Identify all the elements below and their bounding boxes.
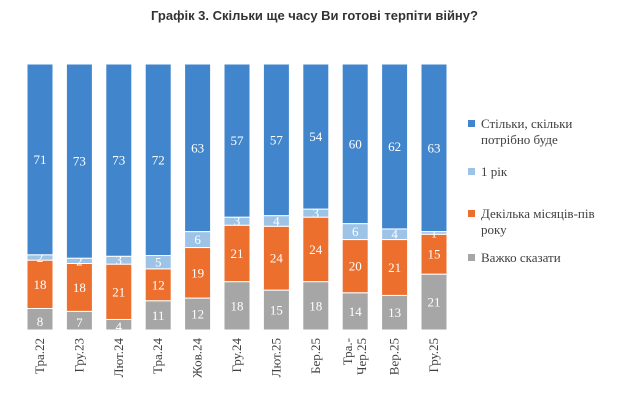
x-tick-label: Гру.24 [229, 338, 244, 373]
data-label: 4 [273, 213, 280, 228]
data-label: 6 [194, 232, 201, 247]
bar-segment [144, 63, 172, 257]
data-label: 73 [112, 153, 125, 168]
legend-swatch [468, 120, 475, 127]
bar-segment [262, 225, 290, 291]
bar-segment [184, 247, 212, 299]
data-label: 11 [152, 308, 165, 323]
data-label: 18 [73, 280, 86, 295]
legend-label: Декілька місяців-пів [481, 206, 595, 221]
data-label: 7 [76, 315, 83, 330]
data-label: 13 [388, 305, 401, 320]
bar-segment [302, 216, 330, 283]
x-tick-label: Тра.- [340, 338, 355, 365]
legend-label: потрібно буде [481, 132, 558, 147]
data-label: 2 [76, 253, 83, 268]
bar-segment [262, 63, 290, 217]
bar-segment [381, 63, 409, 230]
x-tick-label: Лют.24 [111, 338, 126, 378]
legend-label: Важко сказати [481, 250, 561, 265]
data-label: 8 [37, 314, 44, 329]
x-tick-label: Гру.23 [71, 338, 86, 372]
bar-segment [105, 63, 133, 257]
data-label: 21 [428, 295, 441, 310]
data-label: 21 [388, 260, 401, 275]
data-label: 71 [34, 152, 47, 167]
data-label: 3 [234, 214, 241, 229]
data-label: 60 [349, 136, 362, 151]
bar-segment [65, 63, 93, 259]
data-label: 63 [428, 140, 441, 155]
data-label: 73 [73, 154, 86, 169]
bar-segment [341, 63, 369, 225]
data-label: 24 [270, 251, 284, 266]
data-label: 5 [155, 255, 162, 270]
bar-segment [223, 63, 251, 218]
data-label: 18 [34, 277, 47, 292]
data-label: 3 [313, 206, 320, 221]
bar-segment [381, 294, 409, 331]
bar-segment [105, 263, 133, 320]
bar-segment [26, 63, 54, 256]
legend-label: року [481, 222, 507, 237]
data-label: 12 [152, 277, 165, 292]
data-label: 18 [231, 298, 244, 313]
legend-swatch [468, 168, 475, 175]
x-tick-label: Чер.25 [354, 338, 369, 375]
data-label: 62 [388, 139, 401, 154]
bar-segment [302, 281, 330, 331]
data-label: 6 [352, 224, 359, 239]
bar-segment [223, 224, 251, 283]
data-label: 1 [431, 225, 438, 240]
data-label: 15 [270, 303, 283, 318]
data-label: 14 [349, 304, 363, 319]
data-label: 54 [309, 129, 323, 144]
bar-segment [184, 63, 212, 233]
x-tick-label: Гру.25 [426, 338, 441, 372]
data-label: 18 [309, 298, 322, 313]
x-tick-label: Тра.24 [150, 338, 165, 374]
legend-label: 1 рік [481, 164, 508, 179]
x-tick-label: Вер.25 [387, 338, 402, 375]
data-label: 63 [191, 140, 204, 155]
data-label: 19 [191, 265, 204, 280]
data-label: 24 [309, 242, 323, 257]
bar-segment [420, 63, 448, 233]
legend-swatch [468, 254, 475, 261]
x-tick-label: Лют.25 [268, 338, 283, 377]
bar-segment [223, 281, 251, 331]
data-label: 3 [116, 253, 123, 268]
data-label: 57 [231, 133, 245, 148]
x-tick-label: Бер.25 [308, 338, 323, 374]
data-label: 72 [152, 152, 165, 167]
legend-label: Стільки, скільки [481, 116, 572, 131]
bar-segment [341, 292, 369, 331]
data-label: 20 [349, 259, 362, 274]
data-label: 21 [112, 284, 125, 299]
data-label: 57 [270, 132, 284, 147]
bar-segment [65, 263, 93, 312]
data-label: 2 [37, 250, 44, 265]
bar-segment [302, 63, 330, 210]
data-label: 15 [428, 247, 441, 262]
bar-segment [341, 239, 369, 294]
x-tick-label: Тра.22 [32, 338, 47, 374]
x-tick-label: Жов.24 [190, 338, 205, 378]
data-label: 21 [231, 246, 244, 261]
data-label: 4 [116, 319, 123, 334]
data-label: 4 [391, 227, 398, 242]
chart-title: Графік 3. Скільки ще часу Ви готові терп… [151, 8, 478, 23]
data-label: 12 [191, 307, 204, 322]
legend-swatch [468, 210, 475, 217]
